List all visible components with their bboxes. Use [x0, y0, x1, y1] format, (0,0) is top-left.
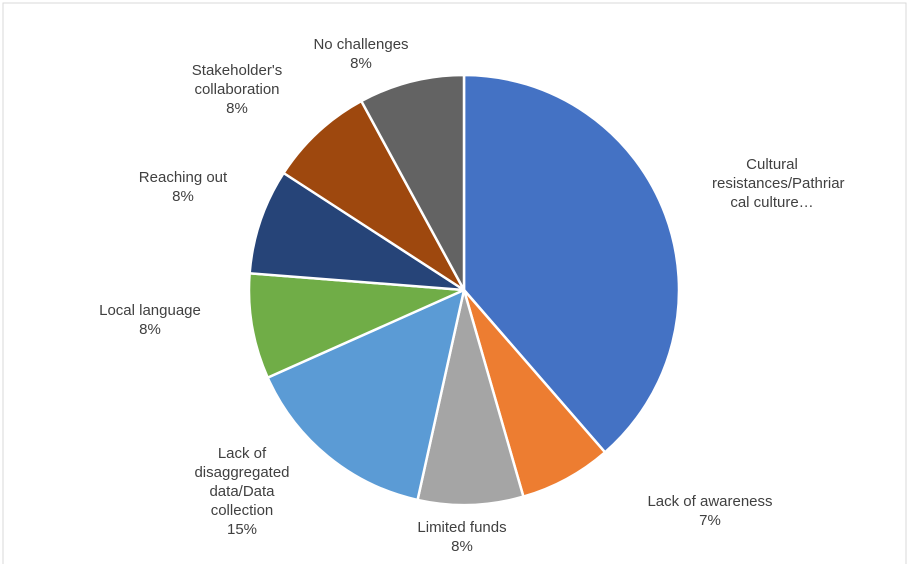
slice-label-lack-of-disaggregated-data: Lack of disaggregated data/Data collecti…	[172, 444, 312, 539]
slice-percent: 7%	[699, 512, 721, 529]
pie-slice-cultural-resistances-pathriarcal-culture	[462, 73, 681, 454]
slice-label-text: Lack of	[217, 445, 267, 462]
pie-slices	[247, 73, 681, 507]
slice-label-reaching-out: Reaching out 8%	[113, 168, 253, 206]
slice-label-no-challenges: No challenges 8%	[291, 35, 431, 73]
pie-slice-local-language	[247, 272, 466, 379]
slice-label-text: Limited funds	[417, 519, 507, 536]
slice-label-text: Local language	[99, 302, 201, 319]
slice-label-limited-funds: Limited funds 8%	[392, 518, 532, 556]
slice-label-text: collaboration	[194, 81, 280, 98]
slice-label-text: Cultural	[746, 156, 798, 173]
pie-slice-no-challenges	[360, 73, 466, 292]
slice-percent: 8%	[350, 55, 372, 72]
slice-percent: 15%	[226, 521, 258, 538]
slice-label-text: Lack of awareness	[647, 493, 773, 510]
pie-slice-limited-funds	[416, 288, 525, 507]
slice-percent: 8%	[226, 100, 248, 117]
pie-slice-reaching-out	[248, 171, 466, 292]
slice-label-text: cal culture…	[730, 194, 814, 211]
slice-label-text: data/Data	[209, 483, 275, 500]
slice-label-text: disaggregated	[194, 464, 290, 481]
slice-percent: 8%	[451, 538, 473, 555]
slice-label-text: Stakeholder's	[191, 62, 283, 79]
pie-slice-stakeholder-s-collaboration	[282, 99, 466, 292]
slice-label-cultural-resistances: Cultural resistances/Pathriar cal cultur…	[712, 155, 845, 212]
slice-label-text: resistances/Pathriar	[712, 175, 845, 192]
slice-label-text: Reaching out	[138, 169, 228, 186]
slice-label-stakeholders-collaboration: Stakeholder's collaboration 8%	[167, 61, 307, 118]
slice-label-local-language: Local language 8%	[80, 301, 220, 339]
slice-label-text: collection	[210, 502, 274, 519]
pie-slice-lack-of-disaggregated-data-data-collection	[266, 288, 466, 502]
slice-percent: 8%	[139, 321, 161, 338]
slice-percent: 8%	[172, 188, 194, 205]
slice-label-text: No challenges	[313, 36, 409, 53]
slice-label-lack-of-awareness: Lack of awareness 7%	[620, 492, 800, 530]
